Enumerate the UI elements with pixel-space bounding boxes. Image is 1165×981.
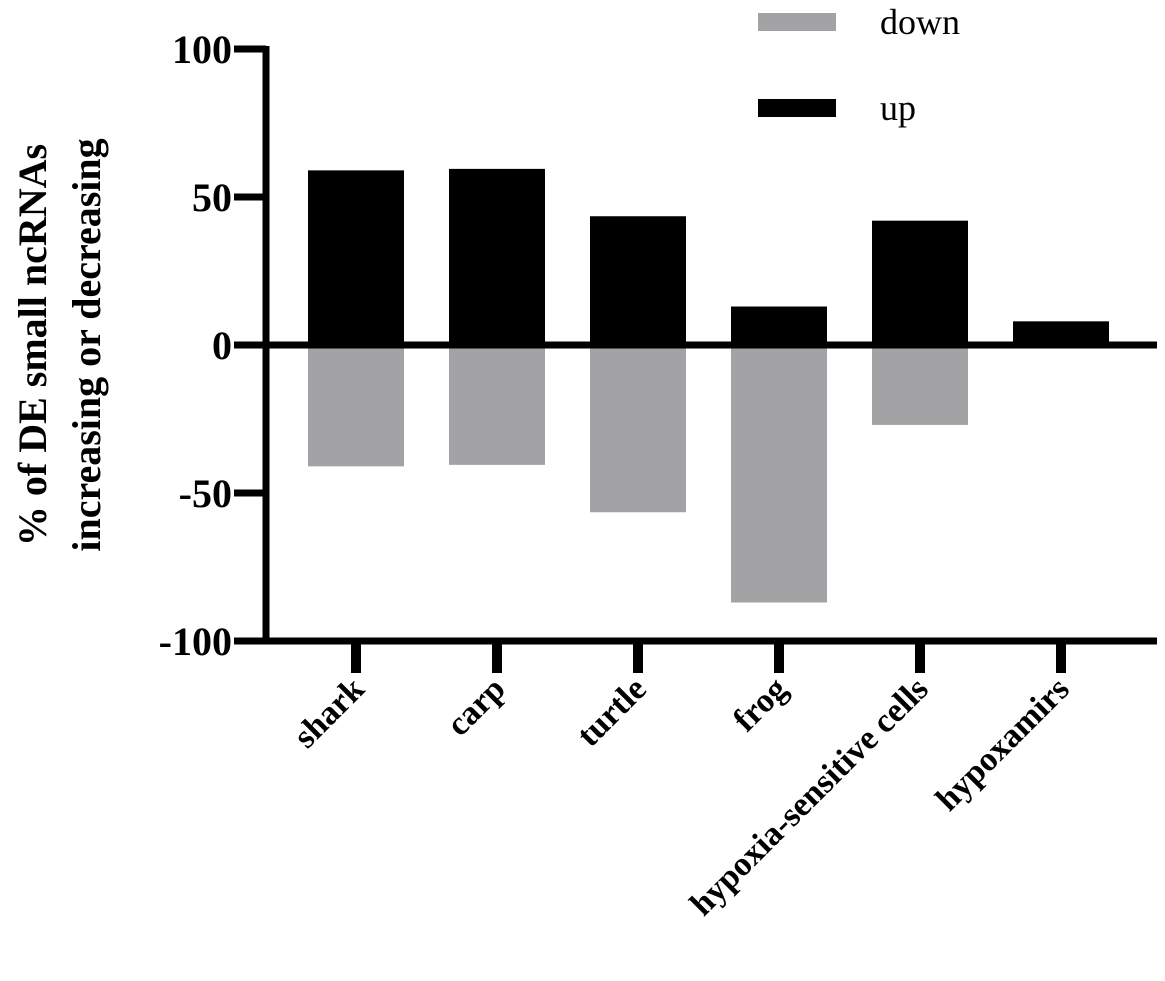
bar-down-0 xyxy=(308,345,404,467)
bar-up-2 xyxy=(590,216,686,345)
bar-up-1 xyxy=(449,168,545,345)
legend-swatch-up xyxy=(758,99,836,117)
x-tick-label-5: hypoxamirs xyxy=(929,670,1077,818)
y-axis-title: % of DE small ncRNAs increasing or decrea… xyxy=(10,138,109,551)
legend: down up xyxy=(758,2,960,128)
legend-swatch-down xyxy=(758,13,836,31)
y-tick-labels: 100 50 0 -50 -100 xyxy=(159,27,232,664)
legend-label-up: up xyxy=(880,88,916,128)
x-tick-label-0: shark xyxy=(287,670,372,755)
axes xyxy=(234,45,1157,673)
bar-down-4 xyxy=(872,345,968,425)
bar-down-2 xyxy=(590,345,686,513)
y-tick-label-4: -100 xyxy=(159,619,232,664)
x-tick-label-3: frog xyxy=(726,670,794,738)
bar-up-3 xyxy=(731,306,827,345)
bar-down-3 xyxy=(731,345,827,603)
bars xyxy=(308,168,1109,603)
x-tick-label-1: carp xyxy=(440,670,513,743)
bar-up-5 xyxy=(1013,321,1109,345)
x-tick-label-4: hypoxia-sensitive cells xyxy=(683,670,936,923)
y-tick-label-2: 0 xyxy=(212,323,232,368)
y-tick-label-0: 100 xyxy=(172,27,232,72)
y-tick-label-3: -50 xyxy=(179,471,232,516)
bar-up-0 xyxy=(308,170,404,345)
y-axis-title-line-1: % of DE small ncRNAs xyxy=(10,144,55,546)
legend-label-down: down xyxy=(880,2,960,42)
bar-up-4 xyxy=(872,220,968,345)
x-tick-label-2: turtle xyxy=(570,670,654,754)
bar-down-1 xyxy=(449,345,545,465)
y-axis-title-line-2: increasing or decreasing xyxy=(64,138,109,551)
y-tick-label-1: 50 xyxy=(192,175,232,220)
